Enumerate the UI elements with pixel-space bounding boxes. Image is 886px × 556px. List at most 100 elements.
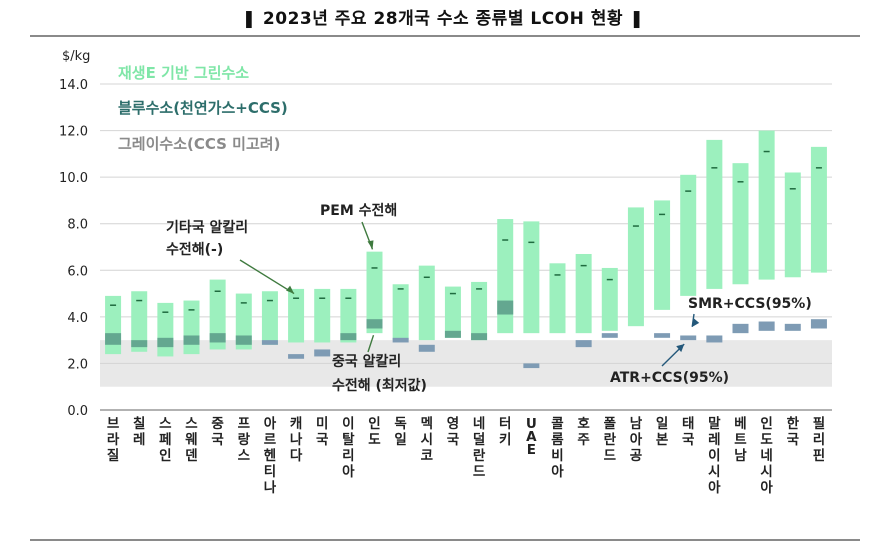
x-category-label: 덴: [185, 448, 197, 464]
grey-hydrogen-bar: [784, 323, 801, 331]
x-category-label: 국: [682, 432, 695, 448]
legend-item: 블루수소(천연가스+CCS): [118, 99, 288, 117]
x-category-label: 리: [813, 432, 825, 448]
x-category-label: 리: [342, 448, 354, 464]
x-category-label: 베: [734, 416, 746, 432]
green-hydrogen-bar: [549, 263, 566, 334]
grey-hydrogen-bar: [523, 363, 540, 369]
green-hydrogen-bar: [444, 286, 461, 338]
x-category-label: 네: [760, 448, 772, 464]
green-hydrogen-bar: [314, 288, 331, 343]
x-category-label: 탈: [342, 432, 355, 448]
annotation-label: 기타국 알칼리: [166, 220, 248, 236]
annotation-arrowhead: [367, 240, 374, 250]
x-category-label: 코: [421, 448, 433, 464]
x-category-label: 스: [238, 448, 251, 464]
x-category-label: 아: [342, 463, 355, 480]
green-hydrogen-bar: [288, 288, 305, 343]
grey-hydrogen-bar: [392, 337, 409, 343]
green-hydrogen-bar: [575, 253, 592, 334]
grey-hydrogen-bar: [418, 344, 435, 352]
y-tick-label: 6.0: [67, 264, 88, 279]
x-category-label: 시: [760, 464, 772, 480]
blue-hydrogen-bar: [471, 333, 488, 341]
y-axis-unit: $/kg: [62, 49, 90, 64]
x-category-label: 스: [159, 416, 172, 432]
green-hydrogen-bar: [523, 221, 540, 334]
x-category-label: 도: [760, 432, 773, 448]
x-category-label: A: [526, 429, 537, 445]
x-category-label: 필: [813, 415, 825, 432]
chart-title: ❚ 2023년 주요 28개국 수소 종류별 LCOH 현황 ❚: [241, 9, 645, 29]
x-category-label: 라: [107, 432, 120, 448]
annotation-label: SMR+CCS(95%): [688, 296, 812, 312]
x-category-label: 남: [630, 415, 643, 432]
x-category-label: 헨: [264, 448, 276, 464]
x-category-label: 본: [656, 432, 668, 448]
x-category-label: 이: [708, 447, 720, 464]
x-category-label: 국: [787, 432, 800, 448]
green-hydrogen-bar: [706, 139, 723, 289]
annotation-label: 수전해(-): [166, 241, 223, 258]
annotation-arrow: [239, 259, 295, 295]
x-category-label: 드: [473, 464, 486, 480]
blue-hydrogen-bar: [183, 335, 200, 345]
x-category-label: 핀: [813, 448, 825, 464]
x-category-label: 질: [107, 448, 119, 464]
grey-hydrogen-bar: [680, 335, 697, 341]
x-category-label: 폴: [604, 416, 616, 432]
x-category-label: E: [527, 442, 536, 458]
x-category-label: 다: [290, 448, 303, 464]
green-hydrogen-bar: [209, 279, 226, 350]
x-category-label: 독: [394, 416, 406, 432]
green-hydrogen-bar: [418, 265, 435, 341]
y-tick-label: 8.0: [67, 218, 88, 233]
x-category-label: 웨: [185, 432, 197, 448]
x-category-label: 공: [630, 448, 642, 464]
annotation-label: PEM 수전해: [320, 202, 397, 219]
green-hydrogen-bar: [627, 207, 644, 327]
y-tick-label: 12.0: [59, 125, 88, 140]
x-category-label: 아: [708, 479, 721, 496]
green-hydrogen-bar: [157, 302, 174, 357]
x-category-label: 중: [211, 416, 223, 432]
grey-hydrogen-bar: [706, 335, 723, 343]
grey-hydrogen-bar: [288, 354, 305, 359]
y-tick-label: 0.0: [67, 404, 88, 419]
blue-hydrogen-bar: [366, 319, 383, 329]
annotation-arrow: [367, 334, 375, 353]
x-category-label: 롬: [551, 432, 564, 448]
green-hydrogen-bar: [758, 130, 775, 280]
x-category-label: 국: [316, 432, 329, 448]
green-hydrogen-bar: [471, 281, 488, 341]
x-category-label: 미: [316, 416, 328, 432]
green-hydrogen-bar: [784, 172, 801, 278]
x-category-label: 레: [133, 432, 145, 448]
x-category-label: 콜: [551, 416, 563, 432]
x-category-label: 아: [760, 479, 773, 496]
x-category-label: 캐: [290, 416, 302, 432]
blue-hydrogen-bar: [131, 340, 148, 348]
x-category-label: 주: [577, 432, 589, 448]
blue-hydrogen-bar: [105, 333, 122, 345]
green-hydrogen-bar: [366, 251, 383, 334]
x-category-label: 도: [368, 432, 381, 448]
grey-hydrogen-bar: [601, 333, 618, 338]
x-category-label: 페: [159, 432, 171, 448]
y-tick-label: 2.0: [67, 357, 88, 372]
legend-item: 그레이수소(CCS 미고려): [118, 135, 280, 153]
legend-item: 재생E 기반 그린수소: [118, 64, 249, 82]
annotation-label: 수전해 (최저값): [332, 377, 427, 394]
green-hydrogen-bar: [732, 163, 749, 285]
x-category-label: 아: [630, 431, 643, 448]
x-category-label: 인: [760, 415, 772, 432]
grey-hydrogen-bar: [314, 349, 331, 357]
green-hydrogen-bar: [680, 174, 697, 296]
grey-hydrogen-bar: [261, 340, 278, 345]
grey-hydrogen-bar: [732, 323, 749, 334]
x-category-label: 멕: [421, 415, 433, 432]
green-hydrogen-bar: [340, 288, 357, 343]
green-hydrogen-bar: [654, 200, 671, 310]
x-category-label: 국: [447, 432, 460, 448]
annotation-label: 중국 알칼리: [332, 354, 401, 370]
